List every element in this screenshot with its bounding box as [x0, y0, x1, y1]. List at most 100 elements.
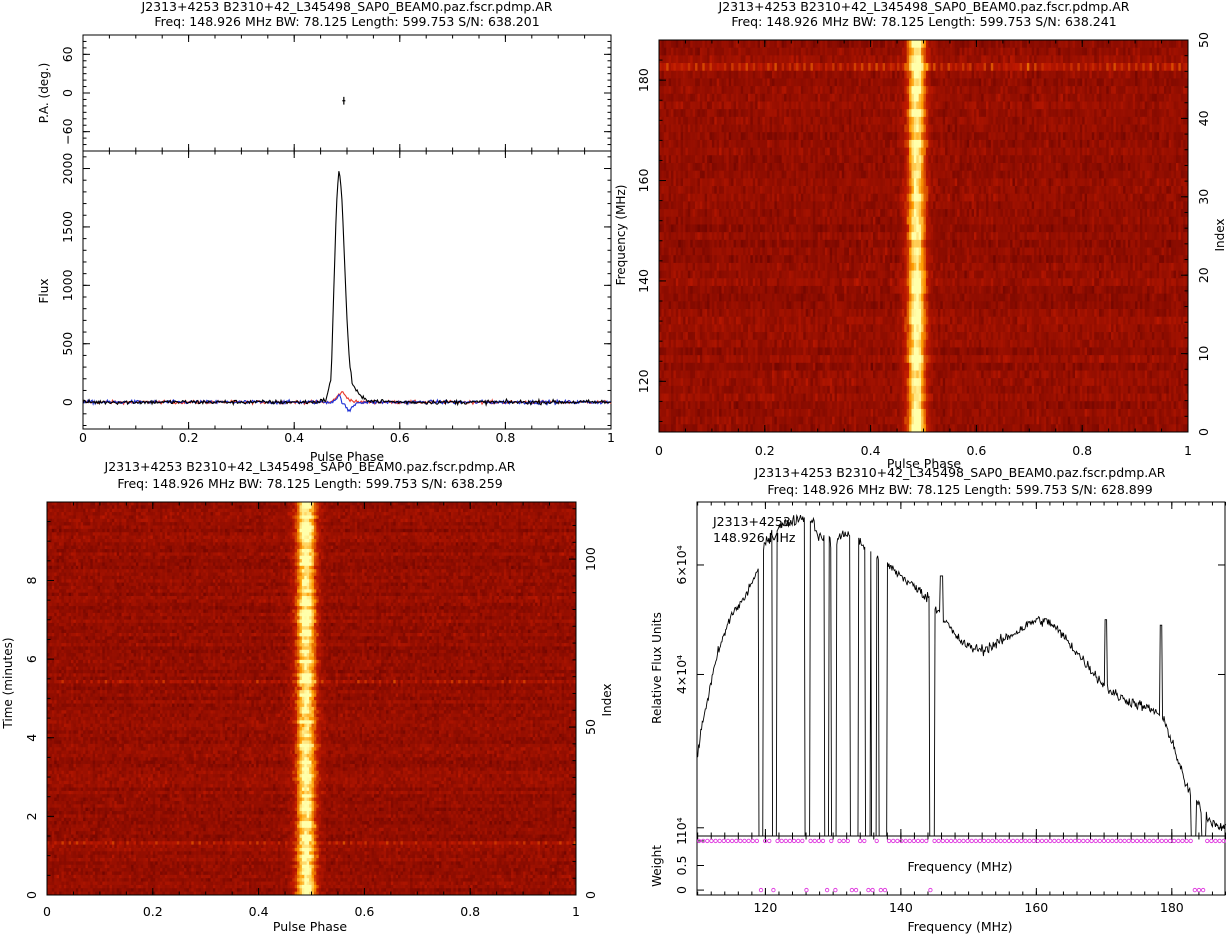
freq-phase-cell [663, 86, 667, 95]
freq-phase-cell [829, 109, 833, 118]
freq-phase-cell [998, 55, 1001, 64]
freq-phase-cell [940, 63, 944, 72]
freq-phase-cell [1017, 93, 1021, 102]
freq-phase-cell [1038, 132, 1042, 141]
freq-phase-cell [740, 70, 744, 79]
freq-phase-cell [844, 55, 847, 64]
freq-phase-cell [947, 55, 951, 64]
freq-phase-cell [723, 139, 727, 149]
freq-phase-cell [1132, 70, 1136, 79]
freq-phase-cell [1012, 78, 1016, 87]
freq-phase-cell [1159, 86, 1162, 95]
freq-phase-cell [918, 40, 922, 49]
freq-phase-cell [995, 132, 999, 141]
freq-phase-cell [673, 170, 677, 179]
freq-phase-cell [786, 47, 790, 56]
freq-phase-cell [668, 124, 672, 133]
freq-phase-cell [1055, 170, 1059, 179]
freq-phase-cell [702, 63, 706, 72]
freq-phase-cell [827, 147, 831, 156]
freq-phase-cell [981, 209, 985, 218]
freq-phase-cell [1173, 201, 1177, 210]
freq-phase-cell [1017, 132, 1021, 141]
freq-phase-cell [822, 147, 826, 156]
freq-phase-cell [1094, 55, 1098, 64]
freq-phase-cell [716, 70, 720, 79]
freq-phase-cell [1082, 193, 1085, 202]
freq-phase-cell [940, 132, 944, 141]
freq-phase-cell [1005, 132, 1009, 141]
freq-phase-cell [774, 47, 778, 56]
freq-phase-cell [954, 178, 958, 187]
freq-phase-cell [740, 178, 744, 187]
freq-phase-cell [1046, 147, 1049, 156]
freq-phase-cell [916, 55, 920, 64]
freq-phase-cell [1065, 139, 1069, 149]
freq-phase-cell [1094, 186, 1098, 195]
freq-phase-cell [1036, 109, 1040, 118]
freq-phase-cell [942, 162, 946, 172]
freq-phase-cell [983, 162, 987, 172]
freq-phase-cell [858, 186, 862, 195]
freq-phase-cell [993, 101, 997, 110]
freq-phase-cell [863, 170, 867, 179]
freq-phase-cell [731, 178, 734, 187]
freq-phase-cell [892, 193, 896, 202]
freq-phase-cell [1103, 47, 1107, 56]
freq-phase-cell [743, 193, 746, 202]
freq-phase-cell [820, 93, 823, 102]
freq-phase-cell [957, 55, 960, 64]
freq-phase-cell [981, 139, 985, 149]
freq-phase-cell [772, 178, 775, 187]
freq-phase-cell [743, 63, 746, 72]
freq-phase-cell [683, 170, 686, 179]
freq-phase-cell [1060, 124, 1064, 133]
freq-phase-cell [695, 209, 698, 218]
freq-phase-cell [1022, 170, 1025, 179]
freq-phase-cell [663, 147, 667, 156]
freq-phase-cell [1180, 86, 1184, 95]
freq-phase-cell [966, 132, 970, 141]
freq-phase-cell [728, 40, 732, 49]
freq-phase-cell [716, 170, 720, 179]
freq-phase-cell [851, 116, 855, 125]
freq-phase-cell [1111, 47, 1114, 56]
freq-phase-cell [668, 155, 672, 164]
freq-phase-cell [1029, 155, 1033, 164]
freq-phase-cell [966, 193, 970, 202]
freq-phase-cell [889, 40, 893, 49]
freq-phase-cell [666, 63, 670, 72]
freq-phase-cell [1123, 178, 1126, 187]
freq-phase-cell [851, 124, 855, 133]
freq-phase-cell [868, 193, 871, 202]
freq-phase-cell [1147, 178, 1150, 187]
freq-phase-cell [743, 47, 746, 56]
freq-phase-cell [1005, 155, 1009, 164]
freq-phase-cell [918, 209, 922, 218]
freq-phase-cell [868, 116, 871, 125]
freq-phase-cell [904, 193, 908, 202]
freq-phase-cell [846, 132, 850, 141]
freq-phase-cell [892, 170, 896, 179]
freq-phase-cell [678, 193, 682, 202]
freq-phase-cell [1019, 101, 1023, 110]
freq-phase-cell [1113, 93, 1117, 102]
freq-phase-cell [1171, 170, 1174, 179]
freq-phase-cell [1156, 178, 1160, 187]
freq-phase-cell [668, 178, 672, 187]
freq-phase-cell [1132, 109, 1136, 118]
freq-phase-cell [993, 186, 997, 195]
freq-phase-cell [769, 124, 773, 133]
freq-phase-cell [1087, 178, 1090, 187]
freq-phase-cell [952, 70, 956, 79]
freq-phase-cell [993, 193, 997, 202]
freq-phase-cell [892, 178, 896, 187]
freq-phase-cell [1022, 124, 1025, 133]
freq-phase-cell [810, 147, 814, 156]
freq-phase-cell [885, 101, 888, 110]
freq-phase-cell [942, 178, 946, 187]
freq-phase-cell [1084, 155, 1088, 164]
freq-phase-cell [1053, 193, 1057, 202]
freq-phase-cell [1012, 93, 1016, 102]
freq-phase-cell [709, 47, 713, 56]
